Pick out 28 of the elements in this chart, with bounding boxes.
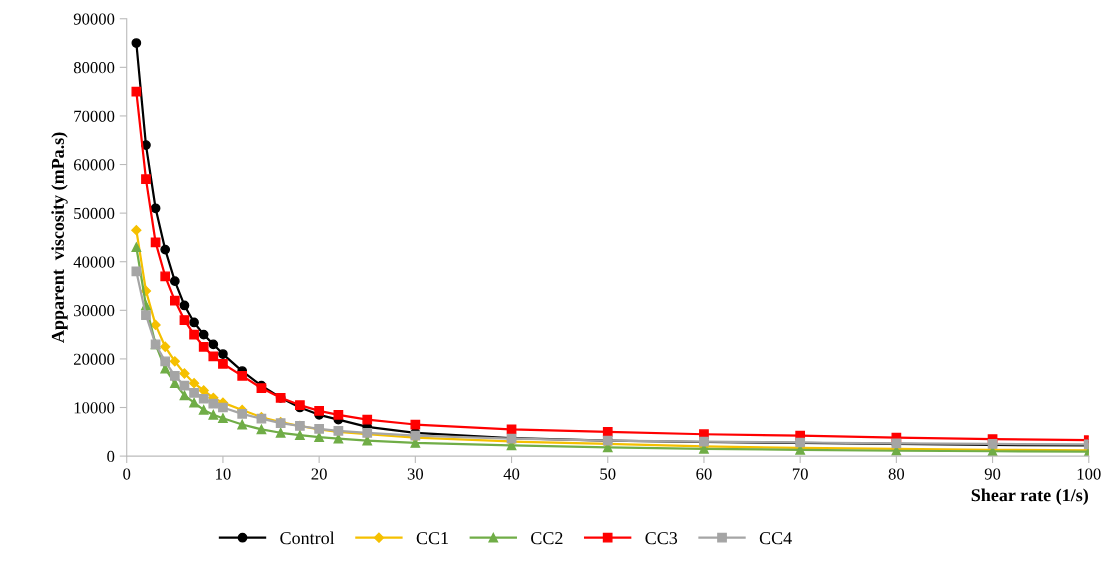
y-tick-label: 80000 <box>73 62 115 74</box>
y-tick-label: 60000 <box>73 159 115 171</box>
y-tick-label: 30000 <box>74 305 115 317</box>
y-tick-label: 0 <box>107 450 115 463</box>
legend-label: CC1 <box>416 532 448 545</box>
x-tick-label: 10 <box>216 468 231 480</box>
legend-label: CC2 <box>531 532 563 545</box>
y-tick-label: 40000 <box>73 256 115 268</box>
y-tick-label: 20000 <box>73 353 115 365</box>
y-axis-title: Apparent viscosity (mPa.s) <box>51 132 68 343</box>
y-tick-label: 50000 <box>74 207 115 220</box>
x-tick-label: 20 <box>311 468 327 480</box>
x-tick-label: 70 <box>792 468 808 480</box>
x-tick-label: 80 <box>888 468 905 480</box>
x-tick-label: 0 <box>123 468 131 480</box>
x-tick-label: 30 <box>407 468 424 480</box>
x-tick-label: 90 <box>984 468 1001 480</box>
legend-label: Control <box>280 531 335 545</box>
x-tick-label: 100 <box>1077 468 1101 480</box>
legend-label: CC4 <box>759 532 792 545</box>
y-tick-label: 10000 <box>74 402 115 414</box>
x-tick-label: 40 <box>503 468 520 480</box>
x-axis-title: Shear rate (1/s) <box>971 488 1088 505</box>
x-tick-label: 60 <box>696 468 712 480</box>
x-tick-label: 50 <box>600 468 616 480</box>
y-tick-label: 70000 <box>74 110 115 122</box>
y-tick-label: 90000 <box>73 13 115 25</box>
legend-label: CC3 <box>645 532 678 545</box>
